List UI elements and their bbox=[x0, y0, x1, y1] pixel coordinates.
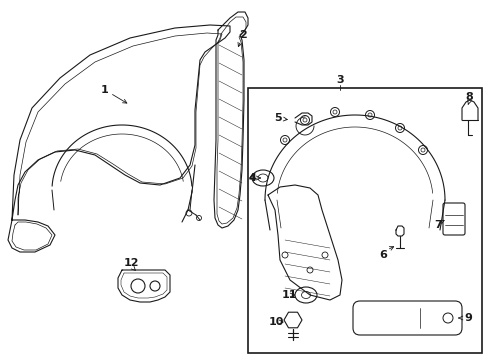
Text: 3: 3 bbox=[336, 75, 343, 85]
Text: 4: 4 bbox=[247, 173, 255, 183]
Text: 1: 1 bbox=[101, 85, 109, 95]
Text: 12: 12 bbox=[123, 258, 139, 268]
Text: 11: 11 bbox=[281, 290, 296, 300]
Text: 10: 10 bbox=[268, 317, 283, 327]
Text: 8: 8 bbox=[464, 92, 472, 102]
Bar bbox=[247, 88, 481, 353]
Text: 9: 9 bbox=[463, 313, 471, 323]
Text: 4: 4 bbox=[247, 173, 255, 183]
Text: 6: 6 bbox=[378, 250, 386, 260]
Text: 7: 7 bbox=[433, 220, 441, 230]
Text: 2: 2 bbox=[239, 30, 246, 40]
Text: 5: 5 bbox=[274, 113, 281, 123]
